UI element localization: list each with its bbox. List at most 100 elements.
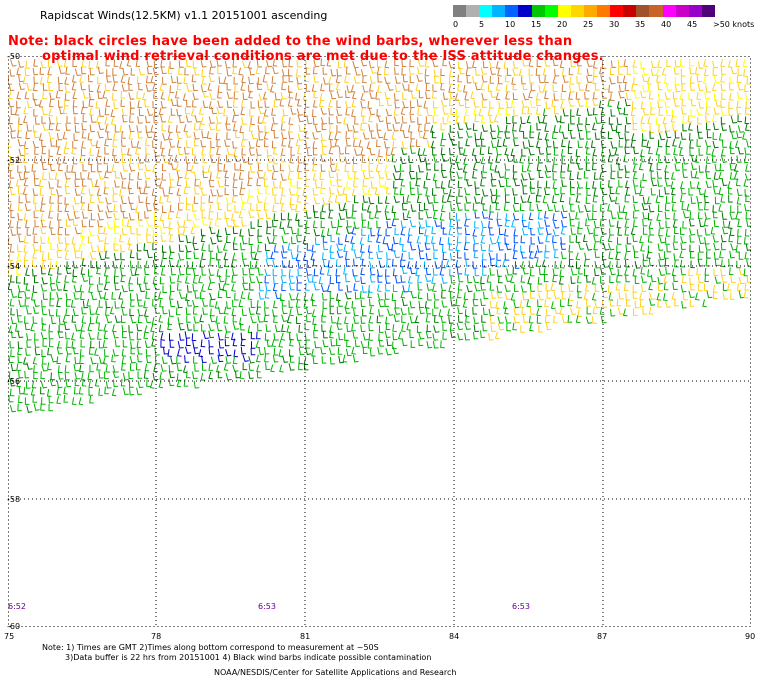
wind-barb (542, 195, 548, 204)
wind-barb (306, 116, 313, 125)
wind-barb (223, 76, 228, 85)
wind-barb (120, 268, 126, 277)
wind-barb (120, 204, 126, 213)
wind-barb (232, 123, 238, 132)
wind-barb (352, 354, 359, 363)
wind-barb (528, 260, 534, 269)
wind-barb (609, 299, 615, 307)
wind-barb (186, 299, 193, 307)
wind-barb (34, 147, 39, 155)
wind-barb (730, 275, 736, 284)
wind-barb (361, 213, 367, 221)
wind-barb (89, 107, 94, 116)
wind-barb (529, 307, 535, 315)
wind-barb (297, 114, 304, 123)
wind-barb (338, 154, 345, 163)
wind-barb (7, 77, 12, 85)
wind-barb (494, 164, 499, 173)
wind-barb (120, 274, 125, 283)
wind-barb (698, 101, 705, 109)
wind-barb (242, 258, 249, 267)
wind-barb (585, 196, 591, 204)
wind-barb (24, 316, 29, 324)
wind-barb (320, 186, 325, 195)
wind-barb (560, 242, 567, 251)
wind-barb (387, 308, 394, 316)
wind-barb (473, 250, 479, 259)
wind-barb (689, 83, 696, 91)
wind-barb (255, 340, 261, 349)
wind-barb (488, 252, 495, 260)
wind-barb (553, 204, 560, 213)
wind-barb (360, 147, 365, 156)
wind-barb (122, 164, 129, 172)
wind-barb (448, 69, 454, 78)
wind-barb (314, 237, 320, 246)
wind-barb (56, 380, 63, 389)
wind-barb (254, 260, 260, 269)
wind-barb (718, 187, 724, 196)
wind-barb (158, 291, 163, 300)
wind-barb (737, 68, 743, 76)
wind-barb (54, 172, 60, 181)
wind-barb (523, 131, 528, 139)
wind-barb (743, 290, 749, 299)
wind-barb (33, 83, 38, 92)
wind-barb (145, 154, 150, 163)
wind-barb (50, 372, 56, 381)
wind-barb (354, 68, 361, 76)
wind-barb (280, 148, 286, 156)
wind-barb (607, 131, 613, 139)
wind-barb (414, 315, 420, 324)
wind-barb (599, 218, 605, 227)
wind-barb (713, 92, 719, 101)
wind-barb (537, 115, 544, 124)
wind-barb (74, 356, 80, 365)
wind-barb (442, 186, 449, 195)
wind-barb (18, 148, 25, 157)
wind-barb (218, 76, 224, 84)
wind-barb (537, 276, 543, 285)
wind-barb (263, 314, 269, 323)
wind-barb (346, 85, 353, 93)
wind-barb (209, 299, 214, 307)
wind-barb (426, 293, 432, 301)
wind-barb (103, 331, 109, 340)
wind-barb (690, 260, 695, 269)
wind-barb (569, 187, 575, 196)
wind-barb (377, 171, 384, 179)
wind-barb (295, 92, 300, 101)
wind-barb (584, 283, 590, 292)
legend-swatch (557, 5, 571, 17)
wind-barb (217, 245, 223, 253)
wind-barb (47, 236, 52, 244)
wind-barb (280, 212, 286, 221)
wind-barb (39, 187, 45, 196)
wind-barb (122, 372, 129, 381)
wind-barb (498, 243, 504, 251)
wind-barb (649, 227, 654, 236)
wind-barb (554, 187, 560, 196)
wind-barb (121, 356, 127, 365)
wind-barb (513, 178, 520, 187)
wind-barb (232, 180, 238, 189)
wind-barb (344, 156, 351, 165)
wind-barb (112, 331, 119, 339)
wind-barb (704, 139, 712, 148)
wind-barb (18, 74, 24, 83)
wind-barb (178, 147, 184, 156)
wind-barb (711, 114, 717, 123)
wind-barb (544, 164, 552, 173)
wind-barb (369, 76, 376, 84)
wind-barb (449, 125, 455, 133)
legend-label: 45 (687, 20, 698, 29)
wind-barb (224, 227, 231, 236)
wind-barb (607, 203, 612, 212)
wind-barb (305, 347, 312, 355)
wind-barb (47, 252, 53, 260)
wind-barb (344, 75, 349, 83)
wind-barb (66, 164, 71, 173)
wind-barb (512, 131, 518, 139)
wind-barb (535, 259, 541, 267)
wind-barb (168, 227, 174, 236)
